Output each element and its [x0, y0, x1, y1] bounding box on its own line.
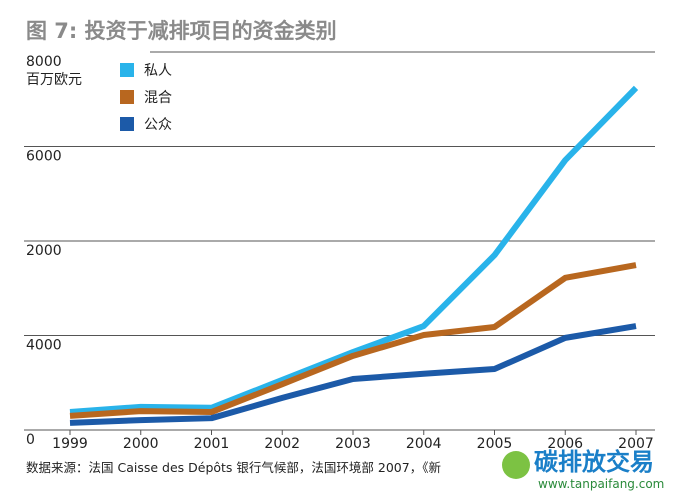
legend-label: 私人 [144, 63, 172, 79]
y-tick-label: 2000 [26, 243, 62, 259]
y-tick-label: 8000 [26, 54, 62, 70]
legend-label: 混合 [144, 90, 172, 106]
y-tick-label: 6000 [26, 149, 62, 165]
x-tick-label: 2003 [335, 436, 371, 452]
x-tick-label: 2001 [194, 436, 230, 452]
y-tick-label: 4000 [26, 338, 62, 354]
x-tick-label: 2006 [547, 436, 583, 452]
data-line [69, 85, 639, 416]
x-tick-label: 2002 [264, 436, 300, 452]
watermark-url: www.tanpaifang.com [538, 477, 664, 491]
y-axis-label: 百万欧元 [26, 72, 82, 88]
data-line [69, 262, 637, 419]
watermark: 碳排放交易 [534, 448, 654, 476]
x-tick-label: 2000 [123, 436, 159, 452]
source-note: 数据来源：法国 Caisse des Dépôts 银行气候部，法国环境部 20… [26, 460, 441, 475]
legend-swatch [120, 90, 134, 104]
legend-swatch [120, 63, 134, 77]
watermark-logo [502, 451, 530, 479]
legend-swatch [120, 117, 134, 131]
legend-label: 公众 [144, 117, 172, 133]
data-line [69, 323, 637, 426]
y-tick-label: 0 [26, 432, 35, 448]
chart-title: 图 7: 投资于减排项目的资金类别 [26, 19, 337, 43]
x-tick-label: 2007 [618, 436, 654, 452]
x-tick-label: 2004 [406, 436, 442, 452]
x-tick-label: 2005 [477, 436, 513, 452]
x-tick-label: 1999 [52, 436, 88, 452]
